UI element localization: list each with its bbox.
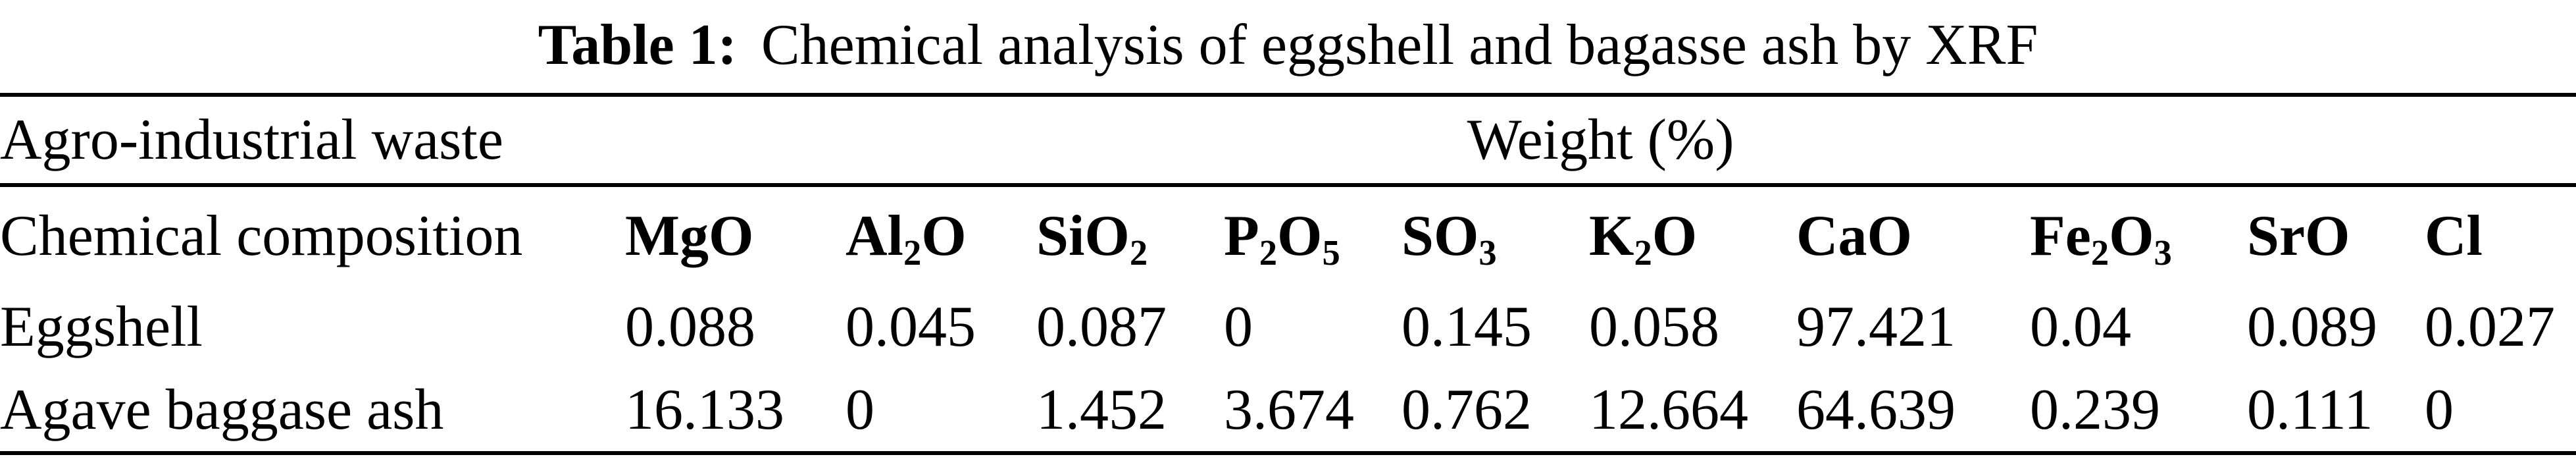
table-cell: 3.674 [1224,378,1354,442]
table-row-agave-baggase-ash: Agave baggase ash 16.133 0 1.452 3.674 0… [0,369,2576,453]
table-cell: 64.639 [1796,378,1956,442]
column-header-composition: Chemical composition [0,203,523,268]
table-cell: 0.04 [2030,295,2131,359]
table-cell: 0.111 [2247,378,2373,442]
column-header-mgo: MgO [625,203,754,268]
row-label-eggshell: Eggshell [0,295,203,359]
column-header-sio2: SiO2 [1036,203,1148,273]
table-cell: 0.089 [2247,295,2377,359]
table-cell: 0.762 [1402,378,1532,442]
column-header-k2o: K2O [1589,203,1698,273]
table-cell: 12.664 [1589,378,1748,442]
table-cell: 0.045 [846,295,976,359]
table-cell: 1.452 [1036,378,1167,442]
table-caption-text: Chemical analysis of eggshell and bagass… [761,13,2038,77]
column-header-so3: SO3 [1402,203,1497,273]
table-caption-number: Table 1: [538,13,737,77]
table-cell: 0 [1224,295,1253,359]
column-header-cl: Cl [2425,203,2483,268]
table-cell: 0.058 [1589,295,1719,359]
table-cell: 0 [2425,378,2454,442]
xrf-analysis-table: Agro-industrial waste Weight (%) Chemica… [0,93,2576,455]
column-header-p2o5: P2O5 [1224,203,1340,273]
table-cell: 0.027 [2425,295,2555,359]
column-header-fe2o3: Fe2O3 [2030,203,2172,273]
row-label-agave-baggase-ash: Agave baggase ash [0,378,444,442]
table-cell: 16.133 [625,378,784,442]
table-row-eggshell: Eggshell 0.088 0.045 0.087 0 0.145 0.058… [0,285,2576,369]
table-cell: 0.145 [1402,295,1532,359]
group-header-weight-label: Weight (%) [625,95,2576,187]
table-cell: 0 [846,378,874,442]
column-header-sro: SrO [2247,203,2350,268]
table-caption: Table 1: Chemical analysis of eggshell a… [0,0,2576,91]
table-cell: 0.239 [2030,378,2160,442]
column-header-cao: CaO [1796,203,1912,268]
group-header-waste-label: Agro-industrial waste [0,95,625,187]
column-header-al2o: Al2O [846,203,967,273]
table-cell: 0.088 [625,295,755,359]
table-cell: 0.087 [1036,295,1167,359]
column-header-row: Chemical composition MgO Al2O SiO2 P2O5 … [0,185,2576,285]
table-cell: 97.421 [1796,295,1956,359]
group-header-row: Agro-industrial waste Weight (%) [0,95,2576,187]
